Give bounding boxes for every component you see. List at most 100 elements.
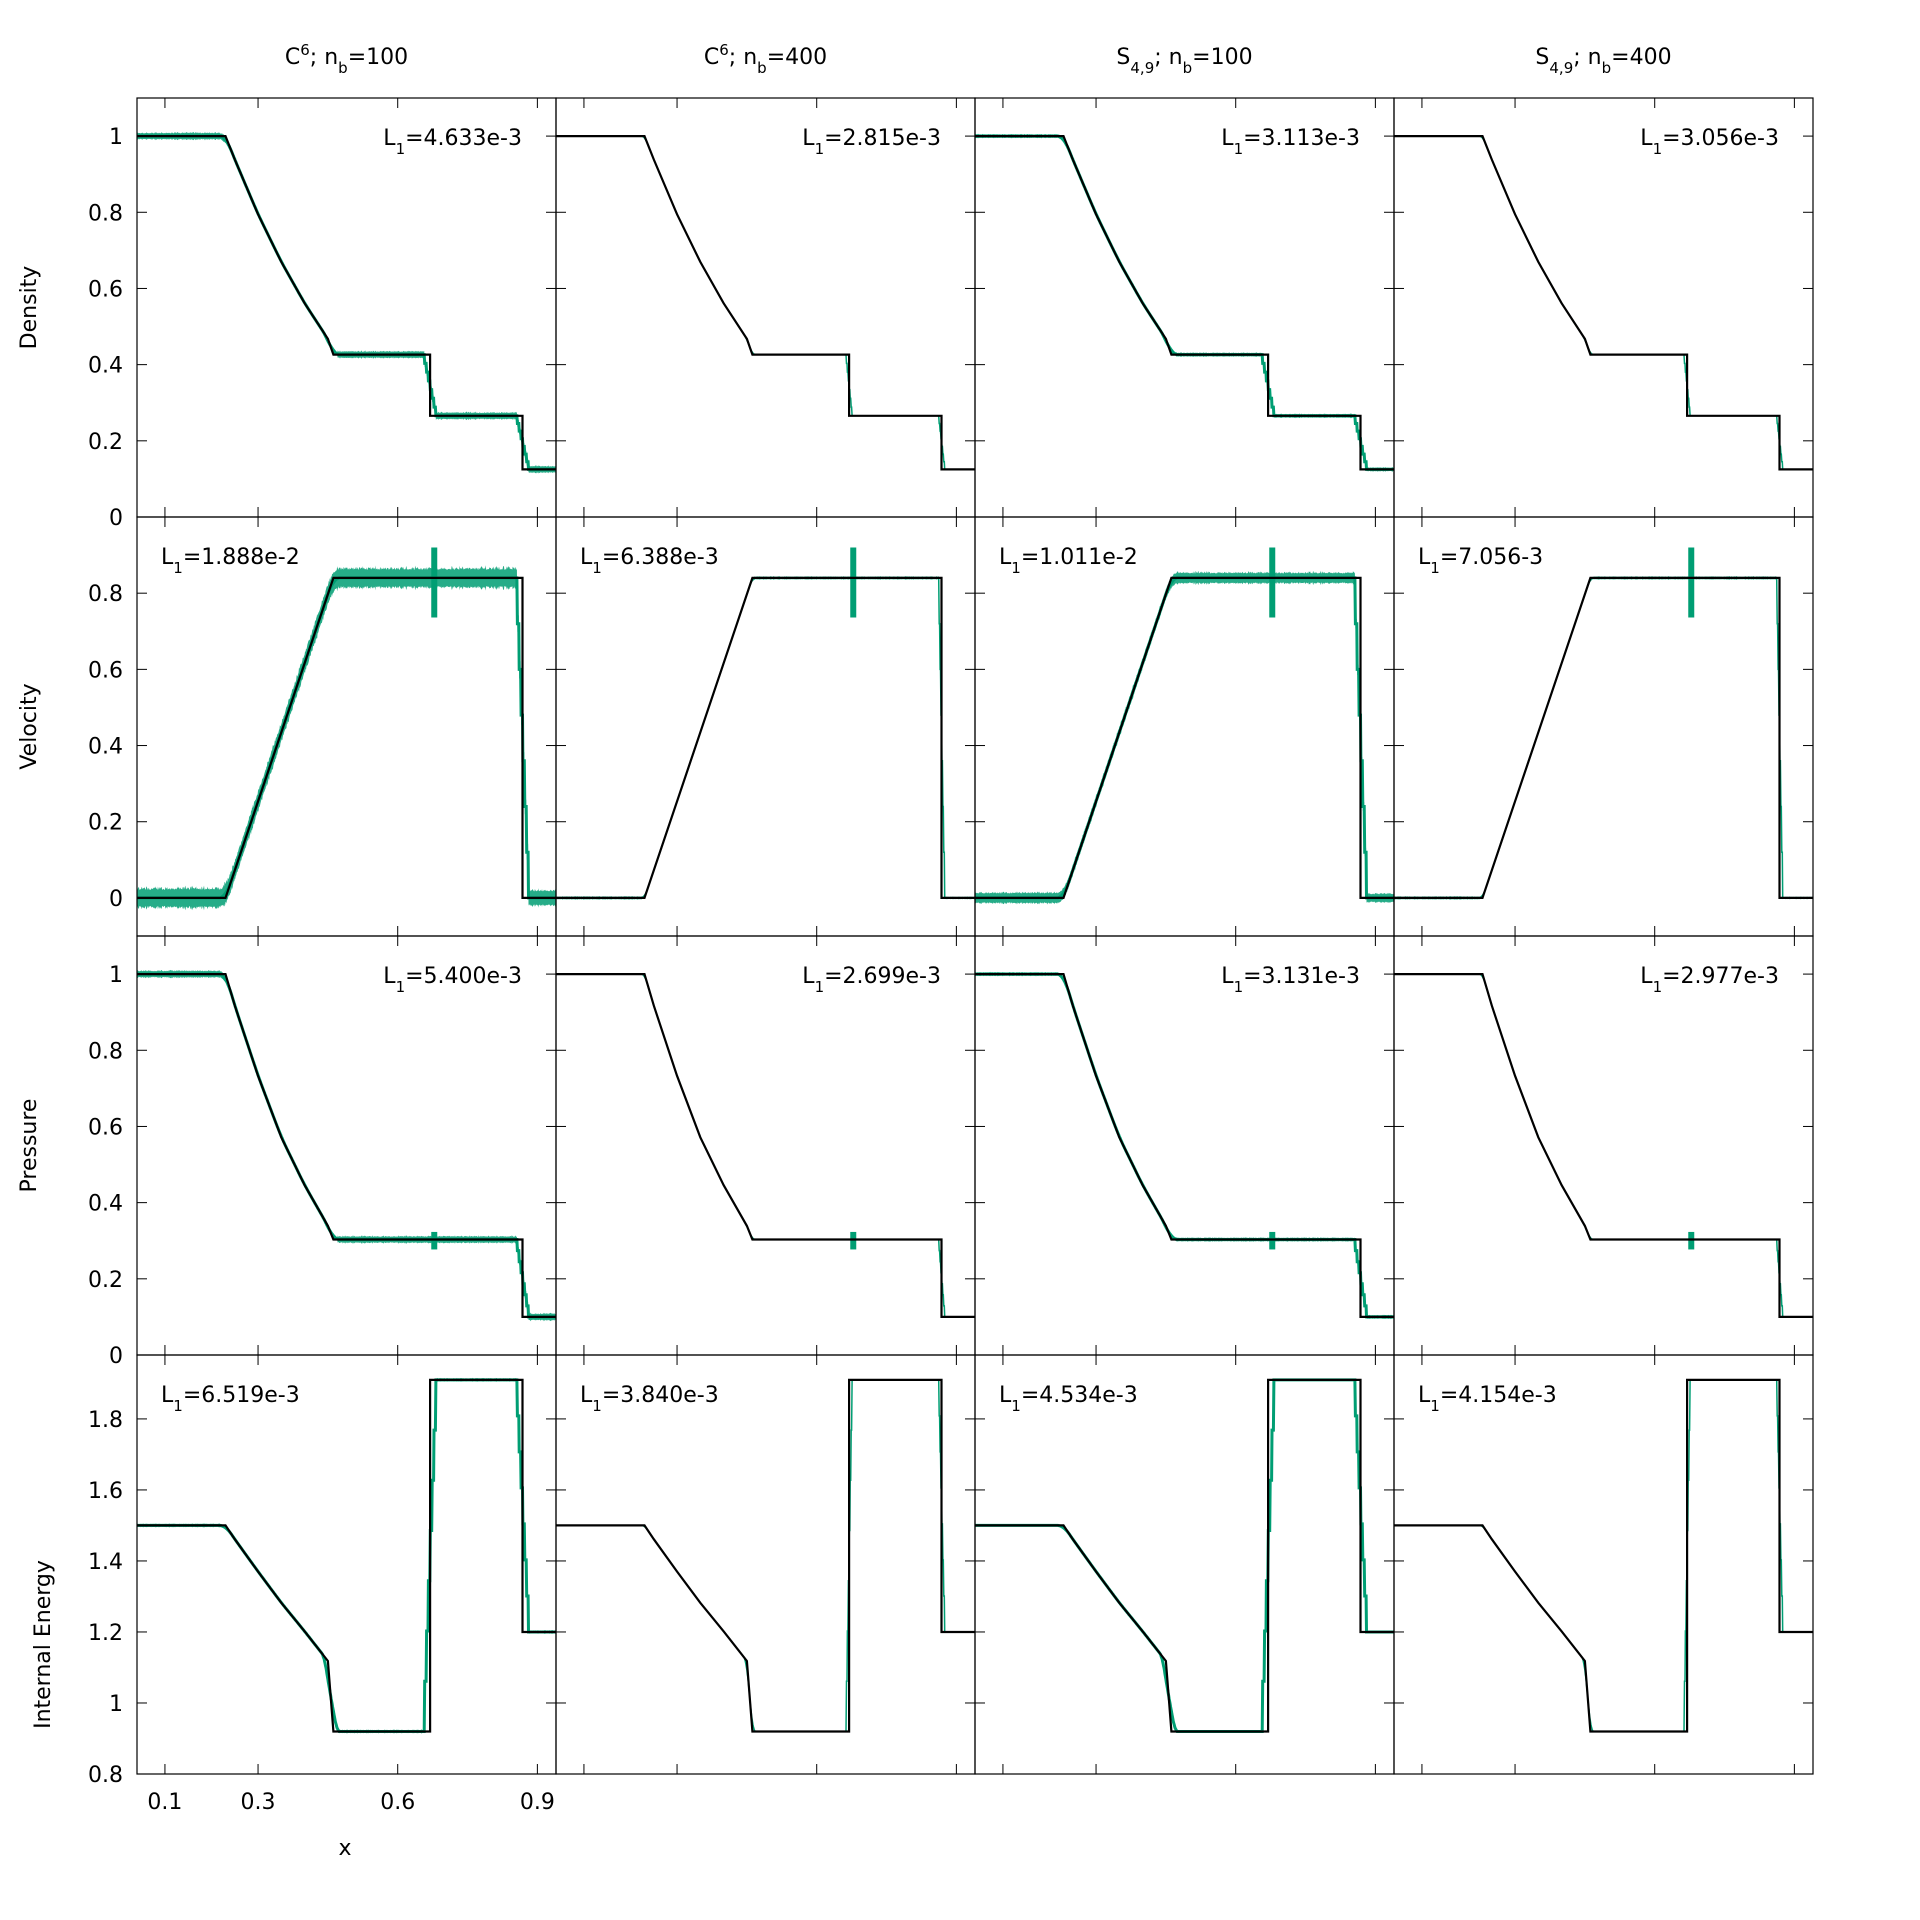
exact-solution-series: [556, 1378, 975, 1733]
panel-density-col3: L1=3.113e-3: [975, 126, 1394, 472]
panel-velocity-col3: L1=1.011e-2: [975, 545, 1394, 905]
y-tick-label: 0: [109, 887, 123, 912]
y-tick-label: 1.6: [88, 1479, 123, 1504]
exact-solution-series: [137, 576, 556, 899]
y-tick-label: 0.8: [88, 1039, 123, 1064]
y-tick-label: 0.8: [88, 201, 123, 226]
sph-series: [1394, 577, 1813, 899]
l1-annotation: L1=3.056e-3: [1640, 126, 1779, 158]
x-tick-label: 0.6: [380, 1790, 415, 1815]
l1-annotation: L1=2.699e-3: [802, 964, 941, 996]
panel-density-col4: L1=3.056e-3: [1394, 126, 1813, 471]
exact-solution-series: [975, 576, 1394, 899]
sph-scatter-band: [137, 969, 556, 1322]
row-label-pressure: Pressure: [17, 1099, 42, 1193]
y-tick-label: 0.6: [88, 277, 123, 302]
y-tick-label: 1.4: [88, 1550, 123, 1575]
sph-series: [137, 1378, 556, 1733]
panel-pressure-col2: L1=2.699e-3: [556, 964, 975, 1318]
l1-annotation: L1=6.388e-3: [580, 545, 719, 577]
y-tick-label: 0.2: [88, 430, 123, 455]
exact-solution-series: [1394, 576, 1813, 899]
l1-annotation: L1=3.131e-3: [1221, 964, 1360, 996]
sph-series: [1394, 135, 1813, 471]
panel-density-col1: L1=4.633e-3: [137, 126, 556, 474]
sph-series: [975, 134, 1394, 471]
axis-ticks: 0 0.2 0.4 0.6 0.8 1 0 0.2 0.4 0.6 0.8 0 0.2 0.4 0.6 0.8…: [88, 98, 1813, 1815]
sph-series: [1394, 1379, 1813, 1733]
l1-annotation: L1=3.113e-3: [1221, 126, 1360, 158]
y-tick-label: 0.6: [88, 658, 123, 683]
sph-series: [137, 972, 556, 1319]
panel-internal-energy-col2: L1=3.840e-3: [556, 1378, 975, 1733]
column-titles: C6; nb=100 C6; nb=400 S4,9; nb=100 S4,9; nb…: [285, 41, 1672, 77]
sph-series: [975, 972, 1394, 1319]
exact-solution-series: [137, 973, 556, 1318]
exact-solution-series: [556, 576, 975, 899]
sph-scatter-band: [975, 133, 1394, 472]
y-tick-label: 0.4: [88, 354, 123, 379]
sph-series: [556, 577, 975, 899]
x-axis-label: x: [338, 1836, 351, 1861]
exact-solution-series: [975, 1378, 1394, 1733]
column-title-2: C6; nb=400: [704, 41, 827, 77]
panels: L1=4.633e-3 L1=2.815e-3 L1=3.113e-3 L1=3.05…: [137, 126, 1813, 1734]
sph-scatter-band: [975, 570, 1394, 905]
row-label-velocity: Velocity: [17, 683, 42, 769]
sph-series: [975, 576, 1394, 900]
y-tick-label: 1: [109, 963, 123, 988]
panel-velocity-col4: L1=7.056-3: [1394, 545, 1813, 900]
exact-solution-series: [137, 1378, 556, 1733]
panel-pressure-col4: L1=2.977e-3: [1394, 964, 1813, 1318]
exact-solution-series: [137, 135, 556, 471]
l1-annotation: L1=3.840e-3: [580, 1383, 719, 1415]
panel-velocity-col1: L1=1.888e-2: [137, 545, 556, 911]
row-label-density: Density: [17, 266, 42, 350]
exact-solution-series: [556, 973, 975, 1318]
l1-annotation: L1=1.888e-2: [161, 545, 300, 577]
y-tick-label: 0.2: [88, 811, 123, 836]
panel-pressure-col1: L1=5.400e-3: [137, 964, 556, 1322]
row-label-internal-energy: Internal Energy: [31, 1560, 56, 1729]
sph-series: [137, 576, 556, 900]
y-tick-label: 1: [109, 125, 123, 150]
y-tick-label: 1.8: [88, 1408, 123, 1433]
l1-annotation: L1=2.815e-3: [802, 126, 941, 158]
y-tick-label: 1.2: [88, 1621, 123, 1646]
exact-solution-series: [556, 135, 975, 471]
exact-solution-series: [1394, 1378, 1813, 1733]
panel-internal-energy-col4: L1=4.154e-3: [1394, 1378, 1813, 1733]
panel-velocity-col2: L1=6.388e-3: [556, 545, 975, 900]
column-title-4: S4,9; nb=400: [1535, 45, 1671, 77]
y-tick-label: 0: [109, 506, 123, 531]
panel-density-col2: L1=2.815e-3: [556, 126, 975, 471]
y-tick-label: 1: [109, 1692, 123, 1717]
sph-series: [556, 135, 975, 471]
x-tick-label: 0.9: [520, 1790, 555, 1815]
sph-series: [975, 1378, 1394, 1733]
l1-annotation: L1=7.056-3: [1418, 545, 1543, 577]
panel-internal-energy-col3: L1=4.534e-3: [975, 1378, 1394, 1733]
x-tick-label: 0.1: [147, 1790, 182, 1815]
sph-series: [137, 134, 556, 471]
l1-annotation: L1=4.154e-3: [1418, 1383, 1557, 1415]
sph-scatter-band: [137, 565, 556, 911]
y-tick-label: 0.8: [88, 582, 123, 607]
sph-scatter-band: [975, 971, 1394, 1320]
y-tick-label: 0: [109, 1344, 123, 1369]
column-title-3: S4,9; nb=100: [1116, 45, 1252, 77]
l1-annotation: L1=2.977e-3: [1640, 964, 1779, 996]
exact-solution-series: [1394, 135, 1813, 471]
y-tick-label: 0.2: [88, 1268, 123, 1293]
row-labels: Density Velocity Pressure Internal Energy: [17, 266, 56, 1729]
sph-scatter-band: [975, 1378, 1394, 1733]
sph-series: [1394, 973, 1813, 1318]
panel-pressure-col3: L1=3.131e-3: [975, 964, 1394, 1320]
column-title-1: C6; nb=100: [285, 41, 408, 77]
sph-series: [556, 1379, 975, 1733]
l1-annotation: L1=4.534e-3: [999, 1383, 1138, 1415]
y-tick-label: 0.8: [88, 1763, 123, 1788]
x-tick-label: 0.3: [241, 1790, 276, 1815]
sph-scatter-band: [137, 1377, 556, 1734]
